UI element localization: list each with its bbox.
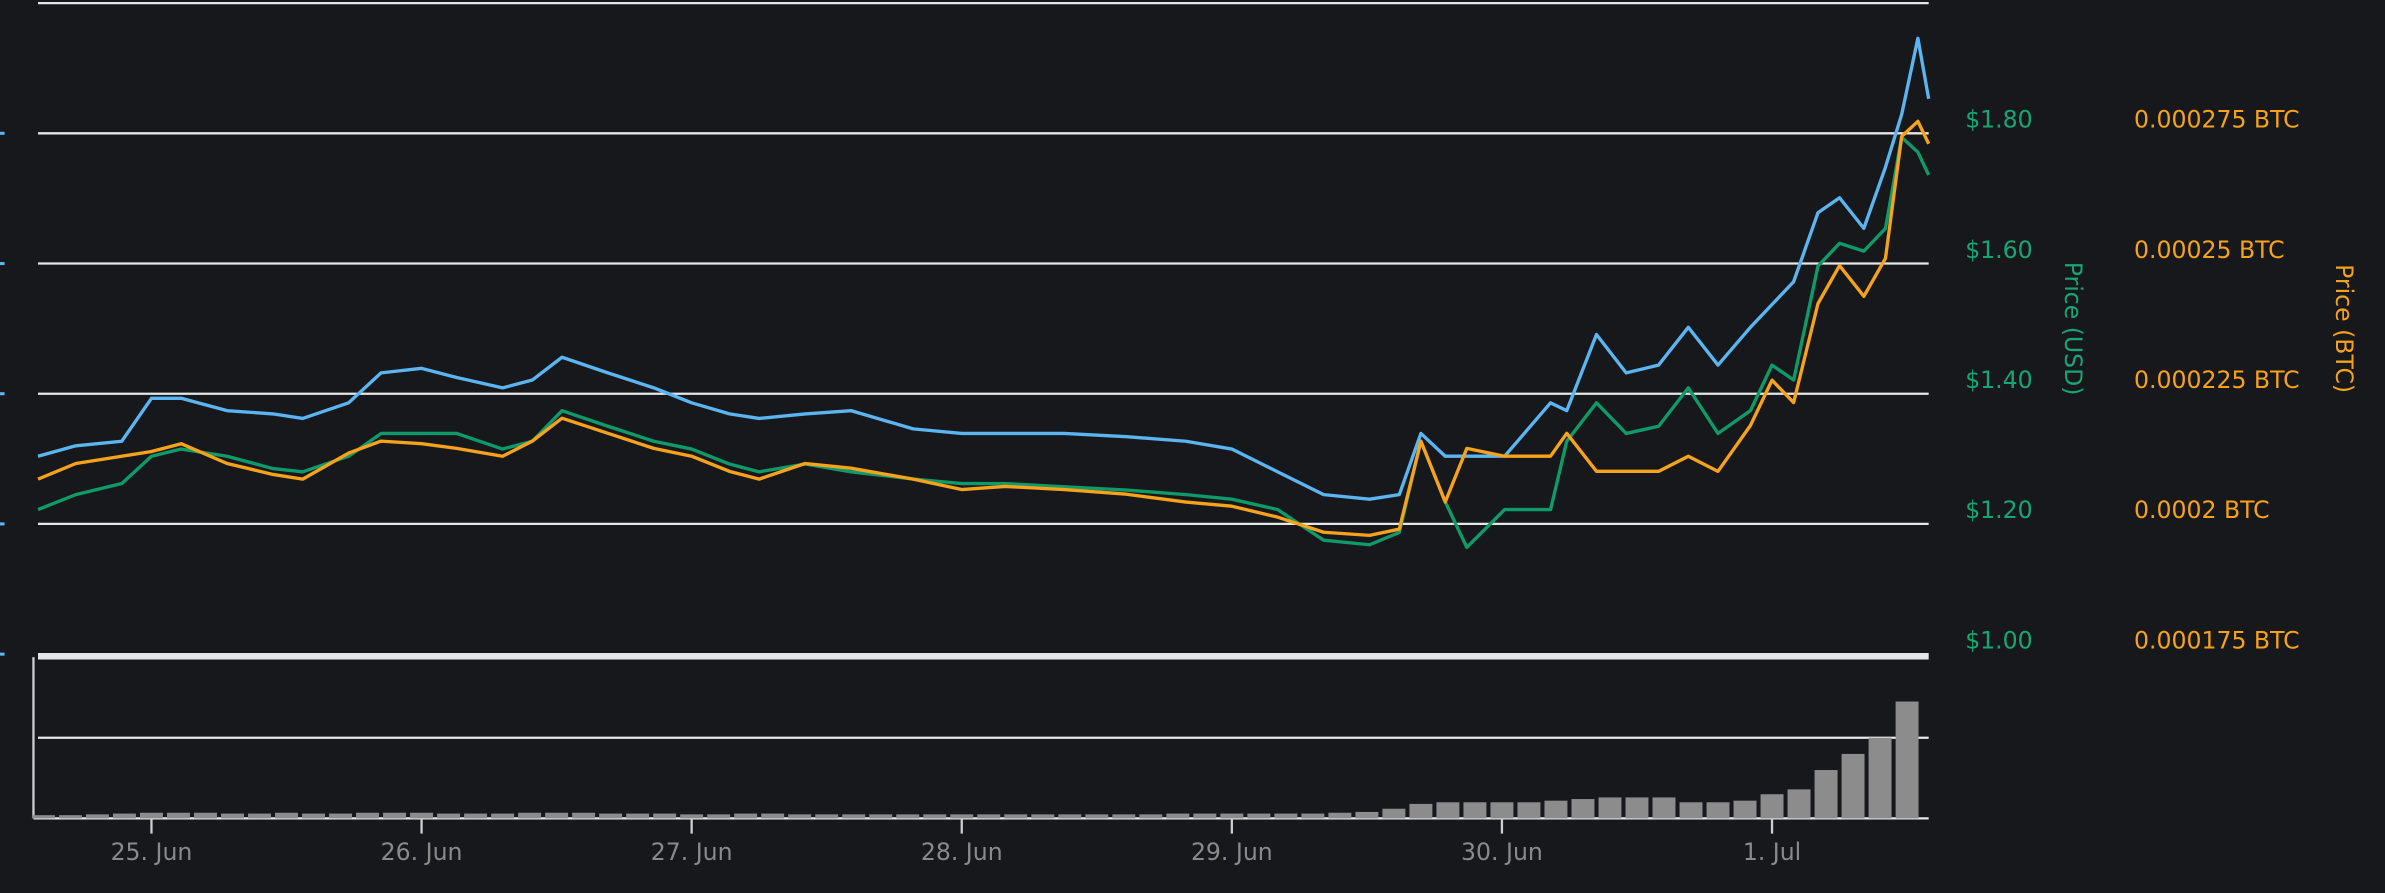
volume-bar xyxy=(1625,797,1649,819)
price-line xyxy=(37,135,1931,550)
volume-bar xyxy=(977,814,1001,819)
price-line xyxy=(37,36,1931,501)
volume-bar xyxy=(221,813,244,819)
volume-bar xyxy=(815,814,839,819)
x-tick-label: 27. Jun xyxy=(651,838,733,866)
y-tick-label: $1.00 xyxy=(1965,626,2032,654)
volume-bar xyxy=(1760,794,1784,819)
volume-bar xyxy=(950,814,974,819)
volume-bar xyxy=(1517,802,1541,819)
volume-bar xyxy=(1652,797,1676,819)
volume-bar xyxy=(1220,813,1244,819)
y2-tick-label: 0.000175 BTC xyxy=(2134,626,2300,654)
volume-bar xyxy=(1706,802,1730,819)
volume-bar xyxy=(31,815,55,819)
volume-bar xyxy=(1814,770,1838,819)
volume-bar xyxy=(410,812,434,819)
volume-bar xyxy=(1409,803,1433,819)
y2-tick-label: 0.000225 BTC xyxy=(2134,366,2300,394)
volume-bar xyxy=(653,813,677,819)
x-tick-label: 26. Jun xyxy=(381,838,463,866)
volume-bar xyxy=(1247,813,1271,819)
volume-bar xyxy=(1733,800,1757,819)
volume-bar xyxy=(275,812,298,819)
volume-bar xyxy=(680,814,704,819)
volume-bar xyxy=(896,814,920,819)
volume-bar xyxy=(1328,812,1352,819)
x-tick-label: 28. Jun xyxy=(921,838,1003,866)
volume-bar xyxy=(761,813,785,819)
volume-bar xyxy=(707,814,731,819)
volume-bar xyxy=(1058,814,1082,819)
y-tick-label: $1.20 xyxy=(1965,496,2032,524)
volume-bar xyxy=(1436,802,1460,819)
volume-bar xyxy=(1598,797,1622,819)
volume-bar xyxy=(383,812,407,819)
volume-bar xyxy=(1112,814,1136,819)
volume-bar xyxy=(1193,813,1217,819)
price-line xyxy=(37,119,1931,538)
volume-bar xyxy=(1382,808,1406,819)
x-tick-label: 29. Jun xyxy=(1191,838,1273,866)
volume-bar xyxy=(923,814,947,819)
y2-tick-label: 0.00025 BTC xyxy=(2134,236,2285,264)
volume-bar xyxy=(302,813,326,819)
volume-bar xyxy=(112,813,136,819)
volume-bar xyxy=(1355,811,1379,819)
y2-axis-title: Price (BTC) xyxy=(2330,264,2358,393)
y-tick-label: $1.40 xyxy=(1965,366,2032,394)
volume-bar xyxy=(1544,800,1568,819)
x-tick-label: 30. Jun xyxy=(1461,838,1543,866)
volume-bar xyxy=(139,812,163,819)
volume-bar xyxy=(58,815,82,819)
volume-bar xyxy=(1571,799,1595,819)
volume-bar xyxy=(1085,814,1109,819)
volume-bar xyxy=(842,814,866,819)
volume-bar xyxy=(869,814,893,819)
volume-bar xyxy=(491,813,515,819)
volume-bar xyxy=(1463,802,1487,819)
x-tick-label: 25. Jun xyxy=(111,838,193,866)
volume-bar xyxy=(329,813,353,819)
volume-bar xyxy=(788,814,812,819)
volume-bar xyxy=(572,812,596,819)
volume-bar xyxy=(1301,813,1325,819)
volume-bar xyxy=(194,812,217,819)
y-tick-label: $1.80 xyxy=(1965,106,2032,134)
volume-bar xyxy=(464,813,488,819)
x-tick-label: 1. Jul xyxy=(1743,838,1801,866)
volume-bar xyxy=(1787,789,1811,819)
volume-bar xyxy=(1895,701,1919,819)
volume-bar xyxy=(166,812,190,819)
volume-bar xyxy=(1841,753,1865,819)
volume-bar xyxy=(248,813,271,819)
volume-bar xyxy=(1868,737,1892,819)
volume-bar xyxy=(1274,813,1298,819)
volume-bar xyxy=(518,812,542,819)
volume-bar xyxy=(1679,802,1703,819)
volume-bar xyxy=(1031,814,1055,819)
volume-bar xyxy=(1166,813,1190,819)
y2-tick-label: 0.0002 BTC xyxy=(2134,496,2270,524)
y2-tick-label: 0.000275 BTC xyxy=(2134,106,2300,134)
volume-bar xyxy=(1004,814,1028,819)
volume-bar xyxy=(85,814,109,819)
volume-bar xyxy=(437,813,461,819)
volume-bar xyxy=(734,813,758,819)
volume-bar xyxy=(626,813,650,819)
volume-bar xyxy=(599,813,623,819)
volume-bar xyxy=(1490,802,1514,819)
volume-bar xyxy=(356,812,380,819)
volume-bar xyxy=(1139,814,1163,819)
y-tick-label: $1.60 xyxy=(1965,236,2032,264)
volume-bar xyxy=(545,812,569,819)
y-axis-title: Price (USD) xyxy=(2059,262,2087,396)
